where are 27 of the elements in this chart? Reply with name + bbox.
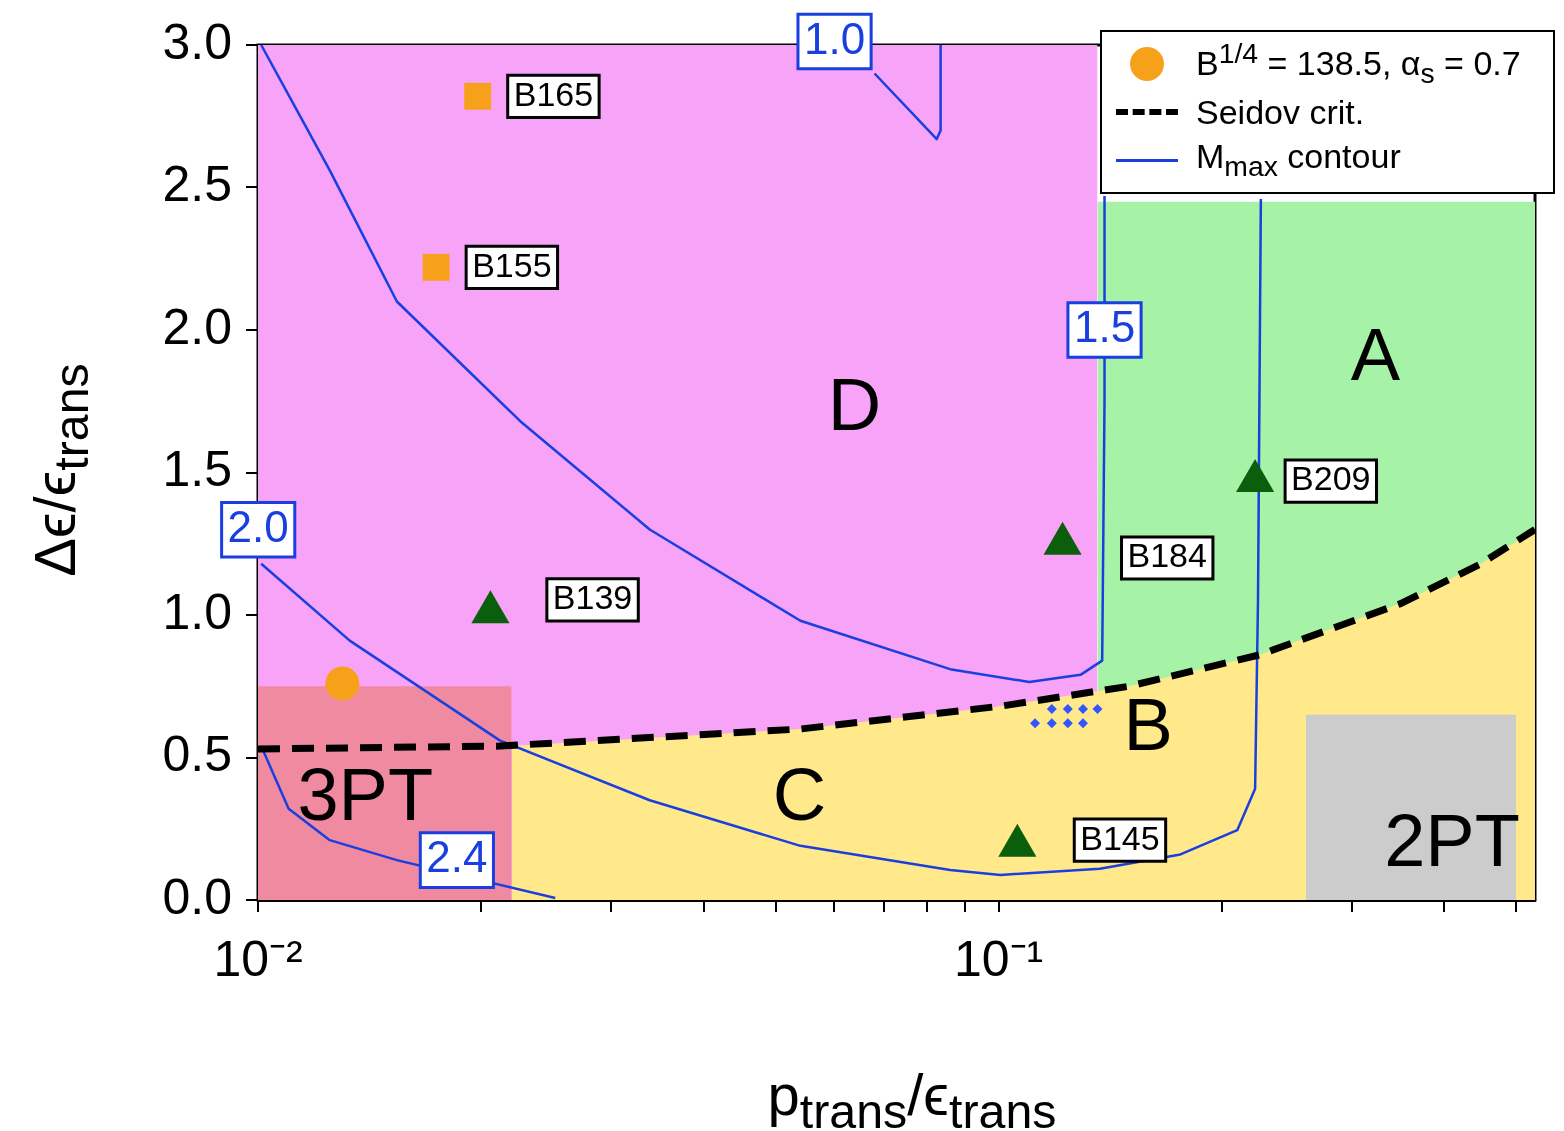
x-axis-title: p$_{trans}$/ϵ$_{trans}$: [767, 1061, 1057, 1131]
annotation: B209: [1291, 459, 1371, 498]
annotation: B145: [1080, 818, 1160, 857]
y-tick-label: 0.0: [162, 868, 232, 925]
annotation: D: [827, 363, 882, 447]
legend-label: Seidov crit.: [1196, 92, 1365, 132]
y-tick-label: 0.5: [162, 726, 232, 783]
legend-label: M$_{max}$ contour: [1196, 137, 1401, 183]
annotation: 1.5: [1073, 302, 1136, 352]
annotation: A: [1350, 313, 1401, 397]
annotation: 2PT: [1384, 798, 1520, 882]
y-tick-label: 1.5: [162, 441, 232, 498]
annotation: 1.0: [803, 13, 866, 63]
x-tick-label: 10⁻²: [213, 930, 303, 987]
legend-label: B$^{1/4}$ = 138.5, α$_{s}$ = 0.7: [1196, 37, 1521, 91]
annotation: B155: [472, 245, 552, 284]
y-tick-label: 2.0: [162, 298, 232, 355]
annotation: B184: [1127, 536, 1207, 575]
annotation: C: [772, 753, 827, 837]
annotation: B165: [513, 74, 594, 113]
y-tick-label: 1.0: [162, 583, 232, 640]
x-tick-label: 10⁻¹: [953, 930, 1044, 987]
y-tick-label: 2.5: [162, 156, 232, 213]
annotation: 2.0: [227, 501, 289, 551]
y-tick-label: 3.0: [162, 13, 232, 70]
annotation: B139: [552, 578, 633, 617]
annotation: B: [1123, 683, 1173, 767]
